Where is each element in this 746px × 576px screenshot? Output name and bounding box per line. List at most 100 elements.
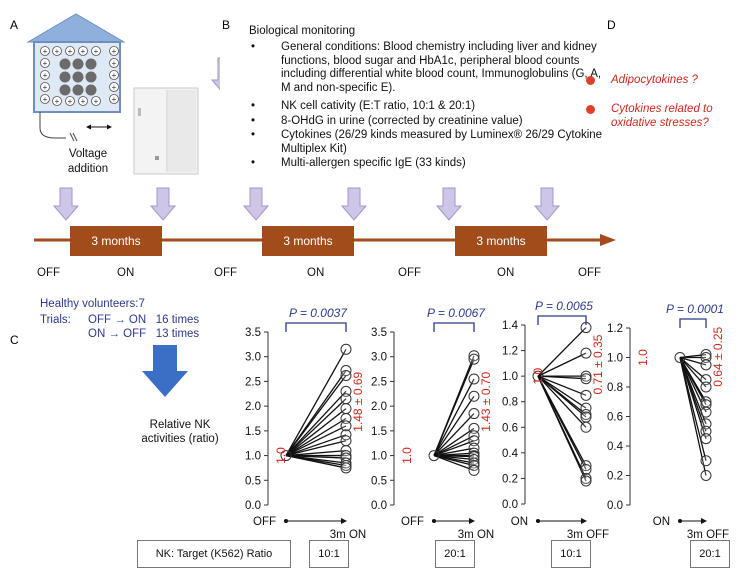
y-tick-label: 1.2 (607, 323, 623, 335)
phase-block: 3 months (70, 226, 162, 256)
y-tick-label: 1.2 (502, 346, 518, 358)
y-tick-label: 2.5 (371, 376, 387, 388)
monitoring-list: • General conditions: Blood chemistry inc… (249, 41, 609, 172)
x-label-start: ON (511, 516, 528, 528)
svg-text:+: + (94, 47, 99, 56)
target-ratio-label: NK: Target (K562) Ratio (137, 540, 291, 568)
subject-line (285, 375, 347, 456)
data-point (468, 408, 480, 420)
subject-line (433, 378, 475, 456)
subject-line (433, 413, 475, 457)
data-point (340, 413, 352, 424)
big-down-arrow-icon (142, 345, 188, 397)
y-tick-label: 0.4 (607, 441, 624, 453)
baseline-point (674, 352, 686, 363)
svg-text:+: + (55, 47, 60, 56)
p-value-label: P = 0.0065 (535, 299, 593, 313)
svg-text:+: + (81, 47, 86, 56)
y-tick-label: 1.5 (371, 426, 387, 438)
state-label: OFF (578, 267, 601, 279)
data-point (340, 403, 352, 415)
panel-label-d: D (607, 18, 616, 32)
seated-people (59, 58, 97, 96)
svg-text:+: + (68, 47, 73, 56)
x-label-end: 3m OFF (687, 529, 729, 540)
data-point (700, 406, 712, 418)
monitoring-item: • Multi-allergen specific IgE (33 kinds) (251, 157, 466, 169)
subject-line (537, 375, 587, 380)
subject-line (537, 375, 587, 482)
svg-text:+: + (94, 97, 99, 106)
mean-sd-label: 1.48 ± 0.69 (351, 371, 365, 431)
data-point (340, 420, 352, 432)
data-point (340, 459, 352, 471)
svg-text:+: + (112, 83, 117, 92)
baseline-value-label: 1.0 (531, 367, 545, 384)
device-illustration: + + + + + + + + + + + + + + + + + + Volt… (26, 13, 220, 175)
sampling-arrow-icon (340, 187, 368, 221)
data-point (340, 393, 352, 405)
subject-line (537, 375, 587, 418)
svg-text:+: + (43, 59, 48, 68)
svg-text:+: + (68, 97, 73, 106)
sampling-arrow-icon (52, 187, 80, 221)
subject-line (285, 408, 347, 457)
x-arrowhead-icon (581, 518, 587, 524)
y-tick-label: 0.8 (502, 397, 518, 409)
x-arrowhead-icon (469, 518, 475, 524)
subject-line (433, 395, 475, 456)
data-point (580, 411, 592, 423)
y-tick-label: 0.2 (502, 473, 518, 485)
red-bullet-icon (586, 76, 595, 85)
data-point (700, 359, 712, 371)
svg-text:+: + (43, 71, 48, 80)
significance-bracket (433, 322, 475, 332)
data-point (340, 385, 352, 397)
data-point (580, 347, 592, 359)
data-point (340, 435, 352, 447)
y-tick-label: 1.0 (607, 353, 623, 365)
subject-line (679, 357, 707, 476)
ratio-box: 20:1 (690, 540, 730, 568)
data-point (468, 435, 480, 447)
phase-block: 3 months (455, 226, 547, 256)
x-label-end: 3m ON (330, 529, 366, 540)
x-arrowhead-icon (341, 518, 347, 524)
significance-bracket (537, 315, 587, 325)
baseline-point (532, 370, 544, 382)
baseline-point (428, 450, 440, 462)
baseline-value-label: 1.0 (274, 447, 288, 464)
trial-on-off: ON → OFF 13 times (88, 328, 200, 340)
monitoring-item: • General conditions: Blood chemistry inc… (251, 41, 602, 94)
device-caption-line2: addition (68, 163, 108, 175)
baseline-value-label: 1.0 (400, 447, 414, 464)
x-label-end: 3m OFF (567, 529, 609, 540)
monitoring-title: Biological monitoring (249, 25, 356, 37)
sampling-arrow-icon (242, 187, 270, 221)
house-roof (26, 13, 126, 43)
y-tick-label: 2.0 (371, 401, 387, 413)
subject-line (537, 375, 587, 396)
nk-charts: 0.0 0.5 1.0 1.5 2.0 2.5 3.0 3.5 P = 0.0037 1.0 1.4… (245, 299, 729, 540)
mean-sd-label: 0.71 ± 0.35 (591, 334, 605, 394)
data-point (468, 390, 480, 402)
trials-label: Trials: (40, 314, 71, 326)
subject-line (433, 427, 475, 457)
svg-text:+: + (55, 97, 60, 106)
y-tick-label: 1.0 (502, 371, 518, 383)
data-point (468, 353, 480, 365)
y-tick-label: 1.4 (502, 320, 519, 332)
sampling-arrows (52, 187, 561, 221)
baseline-value-label: 1.0 (636, 349, 650, 366)
mean-sd-label: 0.64 ± 0.25 (711, 326, 725, 386)
y-tick-label: 3.5 (371, 327, 387, 339)
subject-line (285, 454, 347, 469)
y-tick-label: 3.0 (245, 352, 261, 364)
subject-line (679, 356, 707, 366)
data-point (468, 422, 480, 434)
y-tick-label: 0.0 (245, 500, 261, 512)
subject-line (433, 435, 475, 457)
nk-activity-label: Relative NK activities (ratio) (141, 419, 219, 445)
svg-text:+: + (112, 47, 117, 56)
red-bullet-icon (586, 105, 595, 114)
